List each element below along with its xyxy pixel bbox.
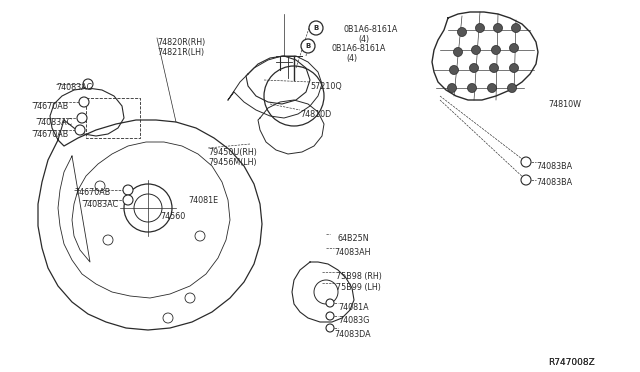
Text: 74083AH: 74083AH	[334, 248, 371, 257]
Text: 64B25N: 64B25N	[338, 234, 370, 243]
Text: 57210Q: 57210Q	[310, 82, 342, 91]
Text: R747008Z: R747008Z	[548, 358, 595, 367]
Circle shape	[83, 79, 93, 89]
Circle shape	[123, 185, 133, 195]
Circle shape	[521, 157, 531, 167]
Text: 74081A: 74081A	[338, 303, 369, 312]
Circle shape	[458, 28, 467, 36]
Circle shape	[123, 195, 133, 205]
Circle shape	[326, 312, 334, 320]
Text: 75B99 (LH): 75B99 (LH)	[336, 283, 381, 292]
Text: 74820R(RH): 74820R(RH)	[157, 38, 205, 47]
Text: 74810W: 74810W	[548, 100, 581, 109]
Text: (4): (4)	[358, 35, 369, 44]
Circle shape	[472, 45, 481, 55]
Circle shape	[467, 83, 477, 93]
Text: 74081E: 74081E	[188, 196, 218, 205]
Text: B: B	[305, 43, 310, 49]
Circle shape	[301, 39, 315, 53]
Circle shape	[470, 64, 479, 73]
Text: 0B1A6-8161A: 0B1A6-8161A	[344, 25, 398, 34]
Text: R747008Z: R747008Z	[548, 358, 595, 367]
Circle shape	[309, 21, 323, 35]
Text: 74083DA: 74083DA	[334, 330, 371, 339]
Text: 74083BA: 74083BA	[536, 178, 572, 187]
Circle shape	[521, 175, 531, 185]
Circle shape	[509, 64, 518, 73]
Text: 74083AC: 74083AC	[82, 200, 118, 209]
Circle shape	[490, 64, 499, 73]
Circle shape	[511, 23, 520, 32]
Circle shape	[509, 44, 518, 52]
Circle shape	[488, 83, 497, 93]
Circle shape	[449, 65, 458, 74]
Text: 74083AC: 74083AC	[56, 83, 92, 92]
Circle shape	[493, 23, 502, 32]
Text: B: B	[314, 25, 319, 31]
Text: 74821R(LH): 74821R(LH)	[157, 48, 204, 57]
Text: 74083AC: 74083AC	[36, 118, 72, 127]
Circle shape	[326, 324, 334, 332]
Circle shape	[77, 113, 87, 123]
Text: 74560: 74560	[160, 212, 185, 221]
Text: 74670AB: 74670AB	[32, 102, 68, 111]
Circle shape	[492, 45, 500, 55]
Circle shape	[447, 83, 456, 93]
Text: 74810D: 74810D	[300, 110, 332, 119]
Circle shape	[508, 83, 516, 93]
Text: 79450U(RH): 79450U(RH)	[208, 148, 257, 157]
Circle shape	[454, 48, 463, 57]
Text: 0B1A6-8161A: 0B1A6-8161A	[332, 44, 387, 53]
Text: 74670AB: 74670AB	[74, 188, 110, 197]
Circle shape	[79, 97, 89, 107]
Text: 74083BA: 74083BA	[536, 162, 572, 171]
Circle shape	[75, 125, 85, 135]
Text: 79456M(LH): 79456M(LH)	[208, 158, 257, 167]
Text: 75B98 (RH): 75B98 (RH)	[336, 272, 382, 281]
Circle shape	[476, 23, 484, 32]
Text: (4): (4)	[346, 54, 357, 63]
Text: 74083G: 74083G	[338, 316, 369, 325]
Text: 74670AB: 74670AB	[32, 130, 68, 139]
Circle shape	[326, 299, 334, 307]
